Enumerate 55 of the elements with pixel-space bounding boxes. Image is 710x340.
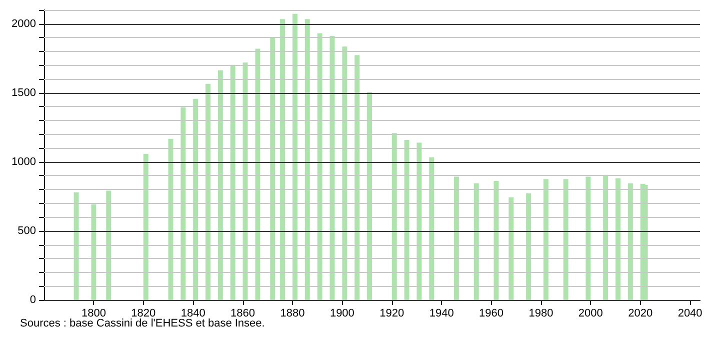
bar [143, 154, 148, 300]
bar [230, 64, 236, 300]
x-tick-label: 1840 [180, 308, 206, 320]
bar [494, 180, 499, 300]
bar [255, 48, 260, 300]
bar [304, 19, 310, 300]
bar [404, 140, 410, 300]
bar [543, 179, 548, 300]
bar [367, 92, 372, 300]
bar [586, 176, 591, 300]
bar [106, 190, 112, 300]
bar [292, 14, 298, 300]
source-note: Sources : base Cassini de l'EHESS et base Insee. [20, 318, 265, 330]
x-tick-label: 1800 [81, 308, 106, 320]
bar [429, 157, 434, 300]
bar [416, 142, 422, 300]
y-tick-label: 1500 [12, 86, 36, 99]
bar [330, 36, 335, 300]
x-tick-label: 1860 [230, 308, 256, 320]
x-tick-label: 1880 [280, 308, 305, 320]
x-tick-label: 2040 [678, 308, 702, 320]
bar [616, 178, 620, 300]
bar [180, 107, 186, 300]
bar [628, 183, 633, 300]
bar [526, 193, 532, 300]
y-tick-label: 2000 [12, 18, 36, 30]
x-tick-label: 2000 [578, 308, 603, 320]
bar [563, 179, 568, 300]
bar [317, 33, 322, 300]
bar [218, 70, 223, 300]
bar [193, 98, 198, 300]
x-tick-label: 1900 [330, 308, 354, 320]
bar [508, 197, 514, 300]
y-tick-label: 500 [18, 224, 36, 237]
bar [392, 133, 397, 300]
bar [270, 37, 276, 300]
bar [280, 19, 286, 300]
bar [474, 183, 479, 300]
bar [74, 192, 79, 300]
bar [206, 84, 210, 300]
bar [342, 46, 348, 300]
bar [454, 176, 459, 300]
bar [91, 204, 96, 300]
x-tick-label: 1980 [528, 308, 554, 320]
bar [242, 62, 248, 300]
bar [168, 138, 174, 300]
bar [603, 174, 608, 300]
x-tick-label: 1960 [479, 308, 504, 320]
y-tick-label: 0 [30, 294, 36, 306]
x-tick-label: 2020 [628, 308, 653, 320]
x-tick-label: 1820 [131, 308, 156, 320]
x-tick-label: 1920 [380, 308, 404, 320]
x-tick-label: 1940 [429, 308, 454, 320]
bar [354, 55, 360, 300]
y-tick-label: 1000 [12, 156, 36, 168]
